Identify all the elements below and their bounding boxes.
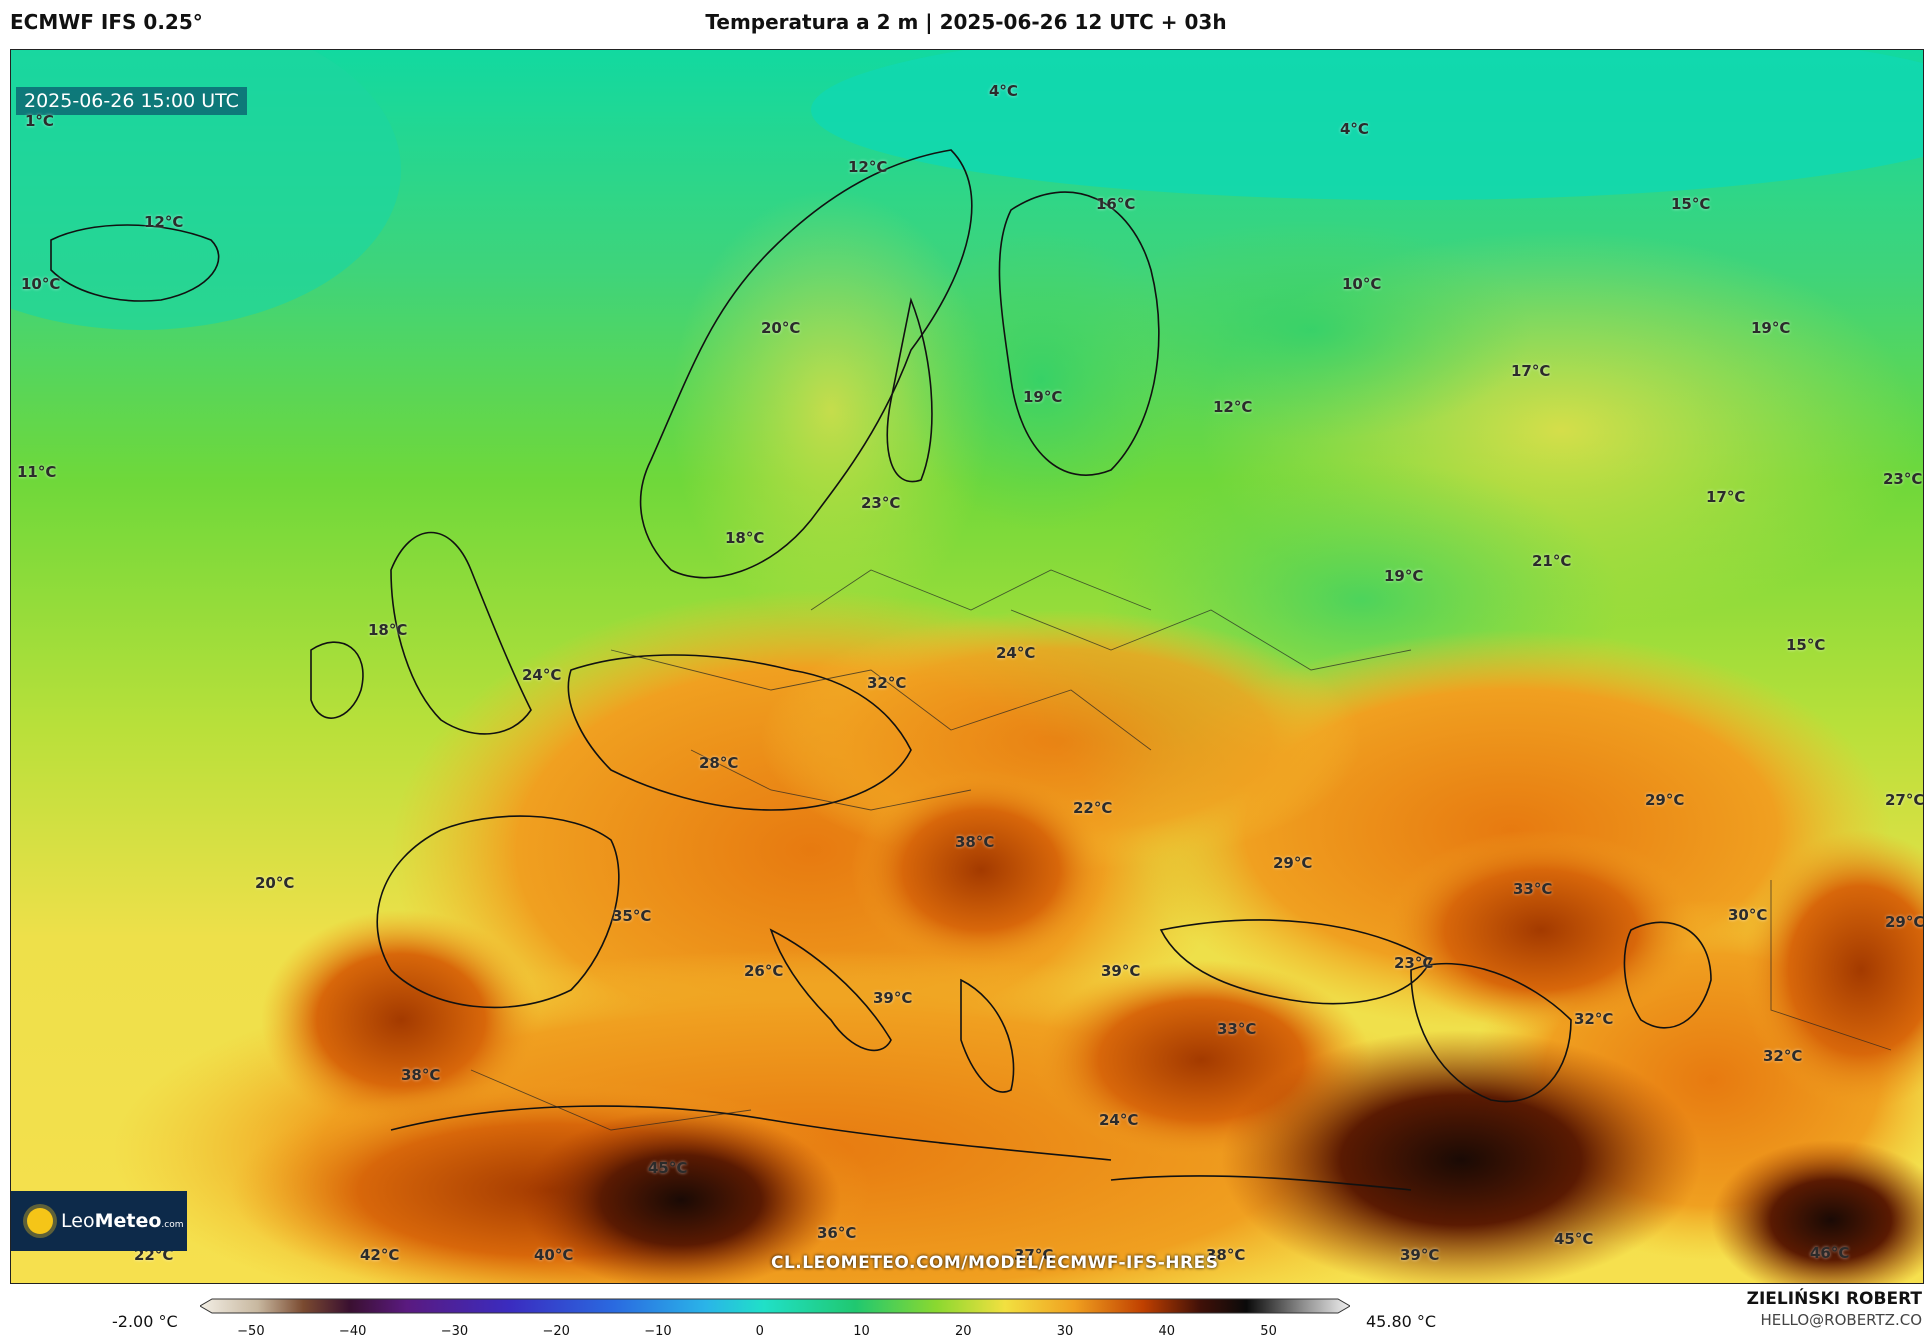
colorbar-tick-label: −50: [237, 1324, 265, 1339]
temperature-label: 32°C: [1574, 1010, 1614, 1028]
temperature-field: [11, 50, 1923, 1283]
temperature-label: 28°C: [699, 754, 739, 772]
author-email: HELLO@ROBERTZ.CO: [1760, 1311, 1922, 1329]
temperature-label: 30°C: [1728, 906, 1768, 924]
model-name: ECMWF IFS 0.25°: [10, 10, 203, 34]
leometeo-logo: LeoMeteo.com: [11, 1191, 187, 1251]
sun-icon: [27, 1208, 53, 1234]
temperature-label: 29°C: [1273, 854, 1313, 872]
colorbar-tick-label: −30: [440, 1324, 469, 1339]
temperature-label: 35°C: [612, 907, 652, 925]
colorbar-tick-label: −10: [644, 1324, 672, 1339]
temperature-label: 38°C: [955, 833, 995, 851]
temperature-label: 26°C: [744, 962, 784, 980]
colorbar: [200, 1298, 1350, 1314]
temperature-label: 33°C: [1513, 880, 1553, 898]
temperature-label: 38°C: [1206, 1246, 1246, 1264]
temperature-label: 29°C: [1885, 913, 1924, 931]
temperature-label: 46°C: [1810, 1244, 1850, 1262]
temperature-label: 45°C: [648, 1159, 688, 1177]
author-name: ZIELIŃSKI ROBERT: [1746, 1289, 1922, 1309]
temperature-label: 45°C: [1554, 1230, 1594, 1248]
temperature-label: 20°C: [255, 874, 295, 892]
valid-time-label: 2025-06-26 15:00 UTC: [16, 87, 247, 115]
temperature-label: 33°C: [1217, 1020, 1257, 1038]
temperature-label: 21°C: [1532, 552, 1572, 570]
temperature-label: 36°C: [817, 1224, 857, 1242]
temperature-label: 19°C: [1384, 567, 1424, 585]
temperature-label: 18°C: [725, 529, 765, 547]
temperature-label: 39°C: [873, 989, 913, 1007]
colorbar-max-label: 45.80 °C: [1366, 1312, 1437, 1331]
logo-text: LeoMeteo.com: [61, 1210, 184, 1232]
temperature-label: 39°C: [1400, 1246, 1440, 1264]
temperature-label: 29°C: [1645, 791, 1685, 809]
temperature-map: 2025-06-26 15:00 UTC 1°C 4°C 4°C 12°C 12…: [10, 49, 1924, 1284]
temperature-label: 24°C: [522, 666, 562, 684]
colorbar-tick-label: 10: [853, 1324, 870, 1339]
temperature-label: 19°C: [1751, 319, 1791, 337]
colorbar-ticks: −50 −40 −30 −20 −10 0 10 20 30 40 50: [200, 1324, 1350, 1340]
temperature-label: 20°C: [761, 319, 801, 337]
temperature-label: 22°C: [1073, 799, 1113, 817]
temperature-label: 40°C: [534, 1246, 574, 1264]
temperature-label: 19°C: [1023, 388, 1063, 406]
temperature-label: 23°C: [1394, 954, 1434, 972]
colorbar-tick-label: 0: [755, 1324, 764, 1339]
temperature-label: 15°C: [1671, 195, 1711, 213]
borders: [470, 569, 1892, 1131]
temperature-label: 12°C: [1213, 398, 1253, 416]
colorbar-tick-label: 20: [954, 1324, 972, 1339]
temperature-label: 12°C: [144, 213, 184, 231]
temperature-label: 24°C: [996, 644, 1036, 662]
temperature-label: 15°C: [1786, 636, 1826, 654]
temperature-label: 18°C: [368, 621, 408, 639]
temperature-label: 4°C: [1340, 120, 1369, 138]
temperature-label: 10°C: [21, 275, 61, 293]
temperature-label: 39°C: [1101, 962, 1141, 980]
temperature-label: 24°C: [1099, 1111, 1139, 1129]
temperature-label: 38°C: [401, 1066, 441, 1084]
temperature-label: 17°C: [1511, 362, 1551, 380]
colorbar-tick-label: −20: [542, 1324, 570, 1339]
temperature-label: 32°C: [867, 674, 907, 692]
temperature-label: 42°C: [360, 1246, 400, 1264]
temperature-label: 4°C: [989, 82, 1018, 100]
temperature-label: 10°C: [1342, 275, 1382, 293]
colorbar-tick-label: 50: [1260, 1324, 1277, 1339]
temperature-label: 23°C: [861, 494, 901, 512]
colorbar-tick-label: 30: [1056, 1324, 1074, 1339]
colorbar-tick-label: −40: [338, 1324, 367, 1339]
source-url: CL.LEOMETEO.COM/MODEL/ECMWF-IFS-HRES: [771, 1253, 1219, 1273]
temperature-label: 1°C: [25, 112, 54, 130]
coastlines: [50, 149, 1712, 1191]
temperature-label: 11°C: [17, 463, 57, 481]
temperature-label: 12°C: [848, 158, 888, 176]
temperature-label: 37°C: [1014, 1246, 1054, 1264]
temperature-label: 27°C: [1885, 791, 1924, 809]
map-title: Temperatura a 2 m | 2025-06-26 12 UTC + …: [705, 10, 1227, 34]
temperature-label: 17°C: [1706, 488, 1746, 506]
temperature-label: 16°C: [1096, 195, 1136, 213]
temperature-label: 32°C: [1763, 1047, 1803, 1065]
temperature-label: 23°C: [1883, 470, 1923, 488]
colorbar-tick-label: 40: [1158, 1324, 1176, 1339]
colorbar-min-label: -2.00 °C: [112, 1312, 178, 1331]
